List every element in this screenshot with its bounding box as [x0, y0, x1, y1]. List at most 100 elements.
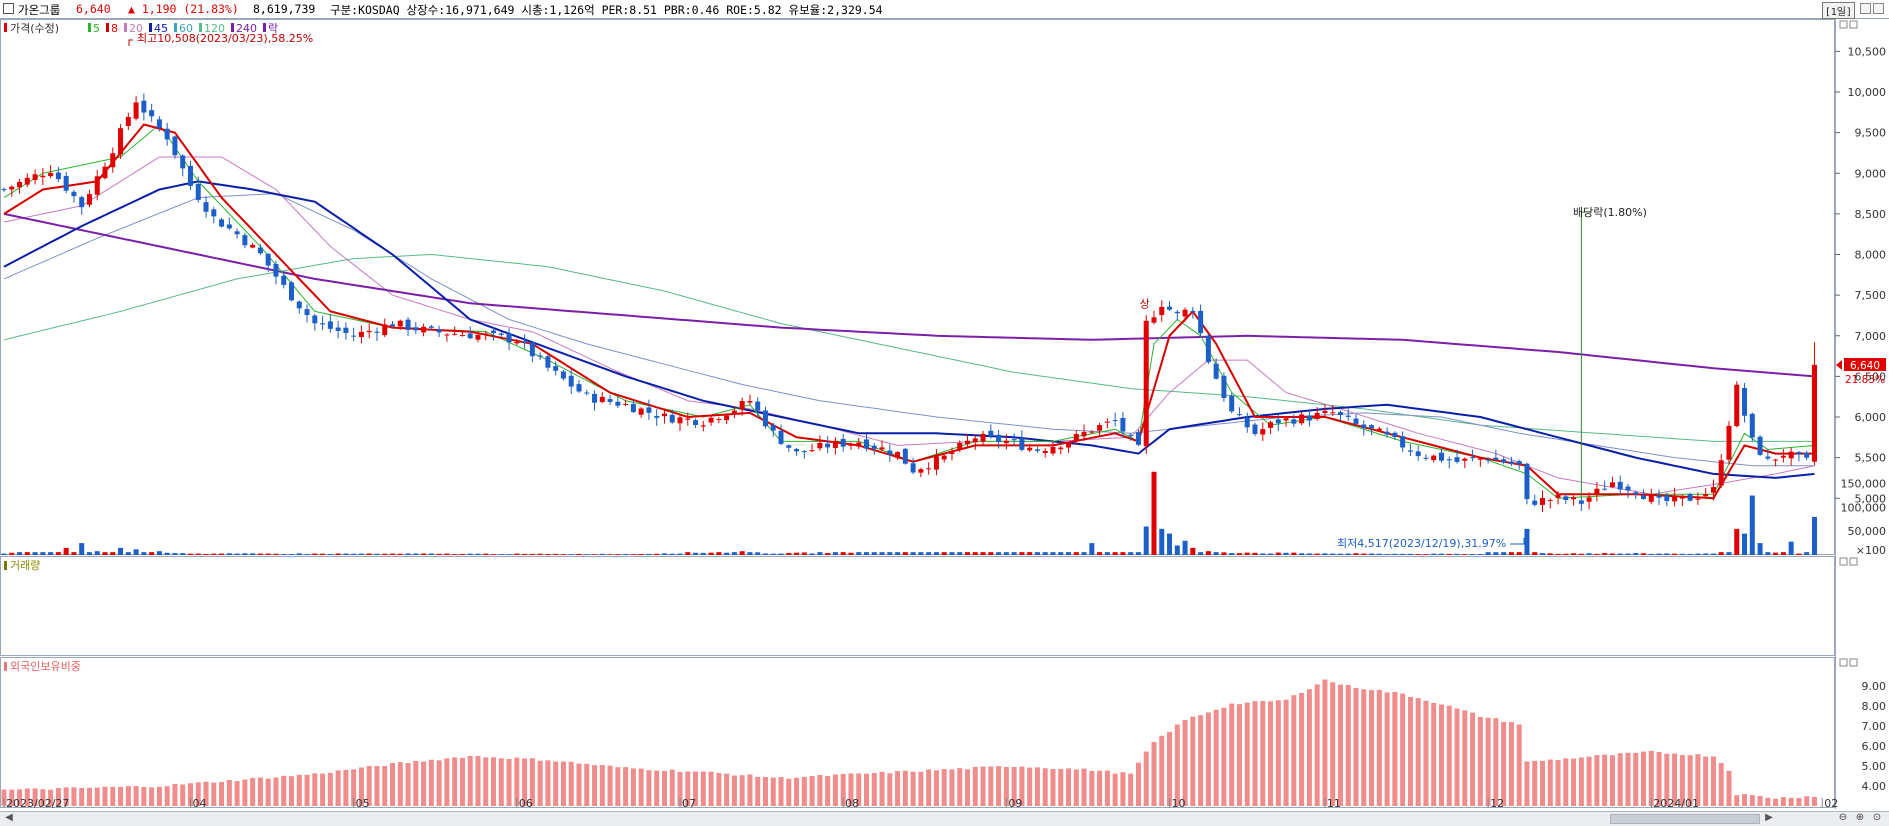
volume-bar: [1066, 552, 1072, 555]
close-icon[interactable]: [1873, 3, 1884, 14]
volume-bar: [1291, 552, 1297, 555]
volume-bar: [1773, 552, 1779, 555]
foreign-bar: [1765, 797, 1771, 806]
foreign-bar: [996, 766, 1002, 806]
ma45-line: [3, 180, 1815, 479]
period-button[interactable]: [1일]: [1821, 2, 1855, 19]
foreign-bar: [1345, 684, 1351, 806]
volume-bar: [1431, 553, 1437, 555]
zoom-in-icon[interactable]: ⊕: [1855, 812, 1865, 823]
candle: [86, 189, 92, 208]
volume-panel-minimize-icon[interactable]: [1839, 557, 1848, 566]
panel-minimize-icon[interactable]: [1839, 20, 1848, 29]
foreign-panel-close-icon[interactable]: [1849, 658, 1858, 667]
x-axis-ticks: 2023/02/27 04 05 06 07 08 09 10 11 12 2024/01 02: [3, 797, 1838, 810]
candle: [1128, 433, 1134, 441]
foreign-bar: [1392, 691, 1398, 806]
volume-tick-label: 50,000: [1848, 525, 1887, 538]
candle: [1135, 429, 1141, 447]
candle: [700, 420, 706, 432]
candle: [1734, 381, 1740, 428]
volume-bar: [421, 553, 427, 555]
candle: [459, 331, 465, 337]
volume-panel-close-icon[interactable]: [1849, 557, 1858, 566]
volume-bar: [40, 552, 46, 555]
volume-bar: [770, 553, 776, 555]
volume-bar: [980, 552, 986, 555]
foreign-bar: [1742, 794, 1748, 806]
legend-item: 20: [129, 22, 143, 35]
scroll-right-icon[interactable]: ▶: [1765, 812, 1773, 823]
volume-bar: [832, 552, 838, 555]
panel-close-icon[interactable]: [1849, 20, 1858, 29]
volume-bar: [926, 552, 932, 555]
foreign-bar: [94, 787, 100, 806]
foreign-bar: [343, 769, 349, 806]
candle: [304, 304, 310, 323]
candle: [514, 338, 520, 346]
volume-bar: [1788, 541, 1794, 555]
candle: [48, 165, 54, 179]
stock-name: 가온그룹: [18, 3, 61, 17]
volume-bar: [475, 553, 481, 555]
volume-bar: [856, 552, 862, 555]
foreign-bar: [700, 771, 706, 806]
foreign-bar: [747, 774, 753, 806]
scroll-thumb[interactable]: [1610, 814, 1760, 824]
x-tick-label: 06: [519, 797, 533, 810]
foreign-tick-label: 6.00: [1862, 740, 1887, 753]
candle: [1672, 487, 1678, 507]
x-tick-label: 08: [845, 797, 859, 810]
foreign-bar: [1609, 755, 1615, 806]
volume-bar: [1260, 553, 1266, 555]
title-bar: 가온그룹 6,640 ▲ 1,190 (21.83%) 8,619,739 구분…: [0, 0, 1889, 19]
candle: [1656, 489, 1662, 506]
foreign-bar: [86, 787, 92, 806]
volume-bar: [467, 553, 473, 555]
zoom-reset-icon[interactable]: ⊙: [1872, 812, 1882, 823]
current-price: 6,640: [76, 2, 111, 16]
x-tick-label: 05: [356, 797, 370, 810]
checkbox[interactable]: [3, 3, 14, 14]
candle: [646, 399, 652, 420]
volume-bar: [1182, 540, 1188, 555]
scroll-left-icon[interactable]: ◀: [5, 812, 13, 823]
volume-bar: [1221, 552, 1227, 555]
foreign-bar: [794, 777, 800, 806]
foreign-bar: [840, 773, 846, 806]
candle: [1431, 454, 1437, 463]
limit-up-marker: 상: [1140, 297, 1150, 310]
volume-bar: [1120, 552, 1126, 555]
foreign-bar: [560, 761, 566, 806]
volume-bar: [1034, 552, 1040, 555]
last-candle: [1811, 365, 1817, 462]
candle: [110, 147, 116, 173]
volume-bar: [226, 553, 232, 555]
volume-bar: [693, 552, 699, 555]
volume-bar: [102, 552, 108, 555]
volume-bar: [63, 547, 69, 555]
volume-bar: [716, 552, 722, 555]
foreign-bar: [172, 783, 178, 806]
volume-bar: [1679, 553, 1685, 555]
foreign-bar: [1330, 682, 1336, 806]
zoom-out-icon[interactable]: ⊖: [1838, 812, 1848, 823]
candle: [1477, 456, 1483, 467]
volume-bar: [1190, 547, 1196, 555]
candle: [156, 116, 162, 132]
candle: [1594, 482, 1600, 502]
candle: [778, 424, 784, 446]
volume-bar: [327, 554, 333, 555]
candle: [428, 324, 434, 330]
foreign-panel-minimize-icon[interactable]: [1839, 658, 1848, 667]
candle: [560, 370, 566, 381]
scroll-bar[interactable]: ◀ ▶ ⊖ ⊕ ⊙: [0, 811, 1889, 826]
volume-bar: [747, 552, 753, 555]
volume-bar: [879, 552, 885, 555]
volume-bar: [1765, 552, 1771, 555]
foreign-bar: [1633, 752, 1639, 806]
volume-bar: [615, 554, 621, 555]
foreign-bar: [1353, 687, 1359, 806]
minimize-icon[interactable]: [1860, 3, 1871, 14]
foreign-bar: [1034, 767, 1040, 806]
